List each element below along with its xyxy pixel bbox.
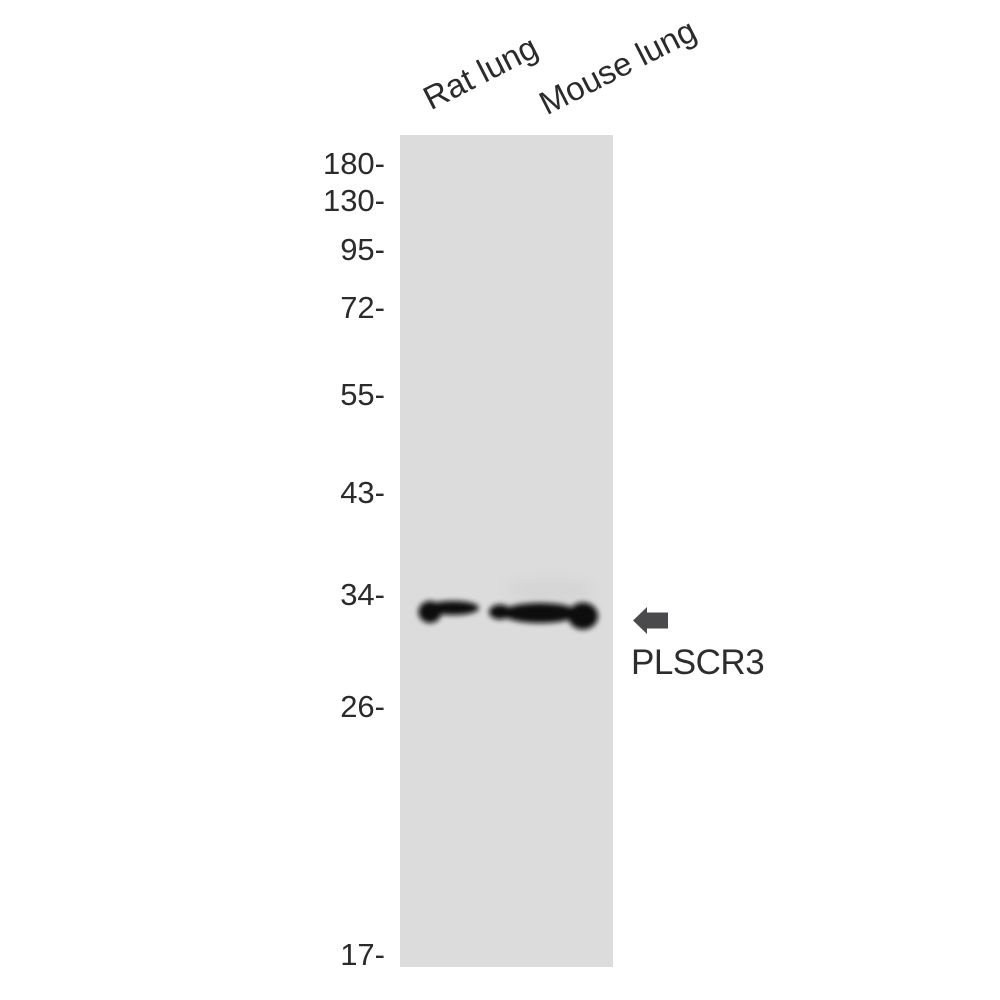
mw-marker-72: 72- [340,289,385,325]
target-protein-label: PLSCR3 [631,643,765,682]
mw-marker-95: 95- [340,231,385,267]
lane-label-mouse-lung: Mouse lung [533,11,702,122]
mw-marker-130: 130- [322,182,385,218]
lane-label-rat-lung: Rat lung [417,28,544,117]
blot-membrane [400,135,613,967]
mw-marker-26: 26- [340,688,385,724]
band-pointer-arrow-icon [633,607,668,634]
mw-marker-180: 180- [322,145,385,181]
mw-marker-17: 17- [340,936,385,972]
mw-marker-55: 55- [340,376,385,412]
mw-marker-34: 34- [340,576,385,612]
band-haze [505,580,595,600]
band-mouse-lung [489,602,598,630]
band-rat-lung [418,601,479,623]
mw-marker-43: 43- [340,474,385,510]
